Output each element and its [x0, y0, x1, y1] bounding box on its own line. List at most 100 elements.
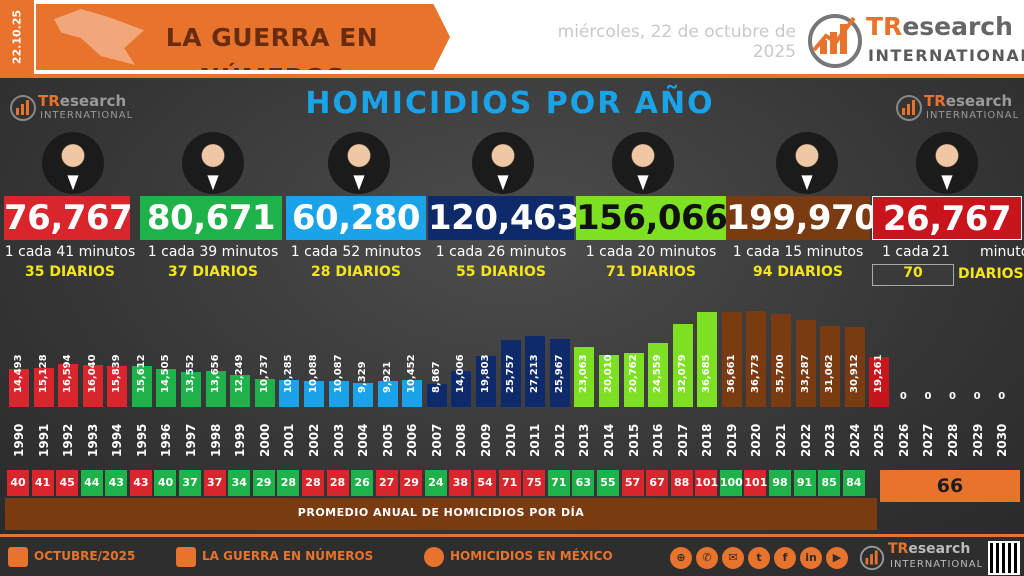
- year-label: 1999: [233, 423, 248, 457]
- daily-average-cell: 101: [695, 470, 718, 496]
- year-label: 2007: [429, 423, 444, 457]
- bar-value-label: 13,552: [185, 354, 197, 393]
- bar-value-label: 14,006: [455, 354, 467, 393]
- year-label: 2017: [675, 423, 690, 457]
- bar-2024: 30,912: [844, 326, 865, 407]
- mail-icon[interactable]: ✉: [722, 547, 744, 569]
- chart-title: HOMICIDIOS POR AÑO: [305, 86, 715, 121]
- whatsapp-icon[interactable]: ✆: [696, 547, 718, 569]
- bar-value-label: 24,559: [652, 354, 664, 393]
- year-label: 2012: [552, 423, 567, 457]
- president-card: 26,767 1 cada 21 minutos 70 DIARIOS: [872, 132, 1024, 302]
- bar-value-label: 0: [973, 391, 981, 402]
- rate-line: 1 cada 39 minutos: [147, 244, 279, 260]
- daily-average-cell: 88: [670, 470, 693, 496]
- bar-value-label: 0: [949, 391, 956, 402]
- year-label: 2006: [405, 423, 420, 457]
- bar-value-label: 19,803: [480, 354, 492, 393]
- daily-average-cell: 43: [105, 470, 128, 496]
- bar-2000: 10,737: [254, 354, 275, 407]
- bar-value-label: 15,839: [111, 354, 123, 393]
- bar-2014: 20,010: [598, 354, 619, 407]
- daily-average-cell: 45: [56, 470, 79, 496]
- bar-value-label: 14,505: [160, 354, 172, 393]
- globe-icon[interactable]: ⊕: [670, 547, 692, 569]
- bar-value-label: 27,213: [529, 354, 541, 393]
- brand-logo-left: TResearch INTERNATIONAL: [8, 88, 138, 128]
- bar-2020: 36,773: [746, 311, 767, 407]
- year-label: 2001: [282, 423, 297, 457]
- daily-line: 35 DIARIOS: [25, 264, 115, 280]
- daily-line: 71 DIARIOS: [606, 264, 696, 280]
- rate-line: 1 cada 52 minutos: [290, 244, 422, 260]
- year-label: 2005: [380, 423, 395, 457]
- bar-value-label: 0: [998, 391, 1006, 402]
- daily-average-cell: 28: [277, 470, 300, 496]
- bar-1991: 15,128: [33, 354, 54, 407]
- bar-1999: 12,249: [230, 354, 251, 407]
- president-portrait: [612, 132, 674, 194]
- daily-average-highlight: 66: [880, 470, 1020, 502]
- bar-2021: 35,700: [770, 314, 791, 407]
- daily-average-cell: 43: [129, 470, 152, 496]
- rate-line: 1 cada 26 minutos: [435, 244, 567, 260]
- bar-value-label: 19,261: [873, 354, 885, 393]
- total-homicides: 60,280: [286, 196, 426, 240]
- bar-value-label: 23,063: [578, 354, 590, 393]
- bar-1996: 14,505: [156, 354, 177, 407]
- total-homicides: 26,767: [872, 196, 1022, 240]
- bar-2004: 9,329: [353, 361, 374, 407]
- bar-value-label: 15,128: [37, 354, 49, 393]
- daily-average-cell: 55: [596, 470, 619, 496]
- year-label: 2023: [823, 423, 838, 457]
- year-label: 2010: [503, 423, 518, 457]
- date-strip: 22.10.25: [0, 0, 34, 74]
- president-portrait: [776, 132, 838, 194]
- year-label: 2004: [356, 423, 371, 457]
- youtube-icon[interactable]: ▶: [826, 547, 848, 569]
- year-label: 2015: [626, 423, 641, 457]
- daily-average-cell: 63: [572, 470, 595, 496]
- year-label: 1995: [134, 423, 149, 457]
- year-label: 2028: [946, 423, 961, 457]
- trendline-logo-icon: [808, 14, 862, 68]
- year-label: 1994: [110, 423, 125, 457]
- year-label: 2030: [995, 423, 1010, 457]
- year-label: 2018: [700, 423, 715, 457]
- bar-2015: 20,762: [623, 353, 644, 407]
- bar-2018: 36,685: [697, 311, 718, 407]
- year-label: 2000: [257, 423, 272, 457]
- bar-value-label: 20,762: [627, 354, 639, 393]
- year-label: 2003: [331, 423, 346, 457]
- bar-value-label: 16,040: [86, 354, 98, 393]
- bar-2001: 10,285: [279, 354, 300, 407]
- year-label: 2008: [454, 423, 469, 457]
- bar-2023: 31,062: [820, 326, 841, 407]
- year-label: 2021: [773, 423, 788, 457]
- footer-topic: HOMICIDIOS EN MÉXICO: [450, 549, 613, 563]
- bar-value-label: 15,612: [135, 354, 147, 393]
- daily-average-cell: 40: [154, 470, 177, 496]
- year-label: 1990: [12, 423, 26, 457]
- year-label: 2020: [749, 423, 764, 457]
- year-label: 2013: [577, 423, 592, 457]
- linkedin-icon[interactable]: in: [800, 547, 822, 569]
- year-label: 1998: [208, 423, 223, 457]
- year-label: 2029: [970, 423, 985, 457]
- bar-1990: 14,493: [9, 354, 29, 407]
- qr-code: [988, 541, 1020, 575]
- facebook-icon[interactable]: f: [774, 547, 796, 569]
- year-label: 2027: [921, 423, 936, 457]
- total-homicides: 80,671: [140, 196, 282, 240]
- president-portrait: [916, 132, 978, 194]
- twitter-icon[interactable]: t: [748, 547, 770, 569]
- bar-value-label: 14,493: [13, 354, 24, 393]
- daily-average-cell: 57: [621, 470, 644, 496]
- daily-average-cell: 84: [842, 470, 865, 496]
- bar-2025: 19,261: [869, 354, 890, 407]
- president-card: 80,671 1 cada 39 minutos 37 DIARIOS: [140, 132, 286, 302]
- year-label: 2022: [798, 423, 813, 457]
- daily-average-cell: 27: [375, 470, 398, 496]
- daily-average-cell: 24: [424, 470, 447, 496]
- bar-2003: 10,087: [328, 354, 349, 407]
